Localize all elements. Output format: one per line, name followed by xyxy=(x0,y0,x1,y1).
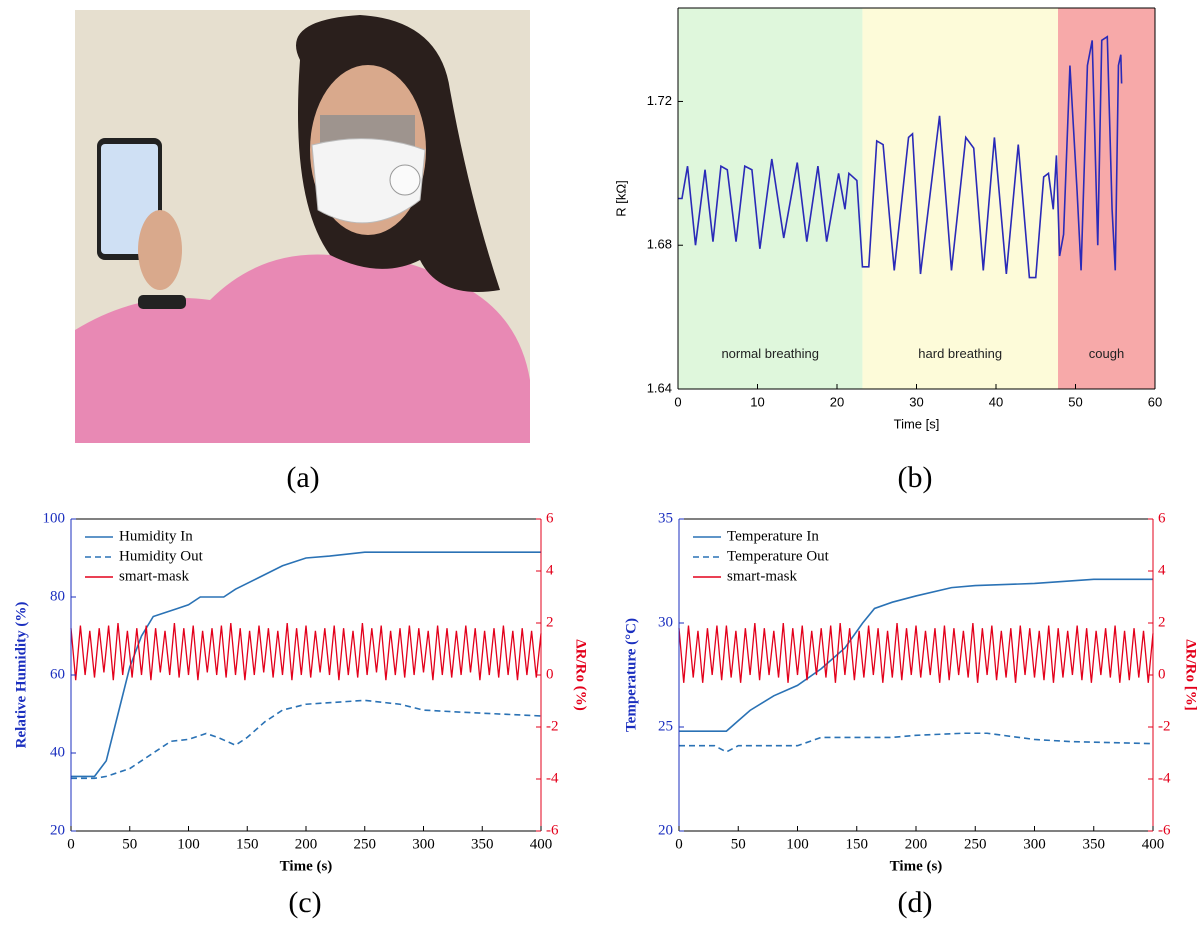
data-line xyxy=(679,623,1153,683)
y-tick-label: 1.72 xyxy=(647,93,672,108)
data-line xyxy=(679,733,1153,752)
region-label: hard breathing xyxy=(918,346,1002,361)
legend-label: smart-mask xyxy=(727,568,797,584)
y2-tick-label: -4 xyxy=(546,770,559,786)
data-line xyxy=(71,700,541,778)
x-tick-label: 300 xyxy=(1023,836,1046,852)
y2-tick-label: 6 xyxy=(1158,510,1166,526)
x-tick-label: 150 xyxy=(846,836,869,852)
y2-tick-label: -4 xyxy=(1158,770,1171,786)
y2-tick-label: -6 xyxy=(546,822,559,838)
y2-tick-label: 2 xyxy=(1158,614,1166,630)
chart-d: 0 50 100 150 200 250 300 350 400 20 25 30 35 -6 -4 -2 0 2… xyxy=(623,510,1198,874)
y-axis-title: R [kΩ] xyxy=(613,180,628,216)
y2-tick-label: 0 xyxy=(546,666,554,682)
y2-tick-label: 4 xyxy=(546,562,554,578)
y-tick-label: 80 xyxy=(50,588,65,604)
region-label: cough xyxy=(1089,346,1124,361)
x-axis-title: Time (s) xyxy=(280,858,333,874)
hand xyxy=(138,210,182,290)
y2-tick-label: -2 xyxy=(1158,718,1171,734)
x-tick-label: 0 xyxy=(67,836,75,852)
x-tick-label: 40 xyxy=(989,394,1003,409)
photo xyxy=(75,10,530,443)
x-tick-label: 100 xyxy=(177,836,200,852)
watch xyxy=(138,295,186,309)
x-tick-label: 30 xyxy=(909,394,923,409)
panel-label: (b) xyxy=(898,461,933,494)
sensor xyxy=(390,165,420,195)
y-tick-label: 1.68 xyxy=(647,237,672,252)
x-tick-label: 350 xyxy=(1083,836,1106,852)
y2-tick-label: 2 xyxy=(546,614,554,630)
y-tick-label: 35 xyxy=(658,510,673,526)
x-tick-label: 0 xyxy=(675,836,683,852)
y-axis-title: Temperature (°C) xyxy=(623,618,639,732)
y-tick-label: 40 xyxy=(50,744,65,760)
x-tick-label: 20 xyxy=(830,394,844,409)
chart-b: normal breathing hard breathing cough 0 10 20… xyxy=(613,8,1162,431)
y2-tick-label: 4 xyxy=(1158,562,1166,578)
x-tick-label: 50 xyxy=(731,836,746,852)
x-tick-label: 150 xyxy=(236,836,259,852)
y-tick-label: 30 xyxy=(658,614,673,630)
x-tick-label: 0 xyxy=(674,394,681,409)
x-tick-label: 50 xyxy=(1068,394,1082,409)
x-tick-label: 400 xyxy=(1142,836,1165,852)
x-tick-label: 350 xyxy=(471,836,494,852)
x-tick-label: 250 xyxy=(354,836,377,852)
region-label: normal breathing xyxy=(721,346,819,361)
region xyxy=(1058,8,1155,389)
legend-label: Temperature In xyxy=(727,528,819,544)
region xyxy=(862,8,1058,389)
y2-axis-title: ΔR/Ro [%] xyxy=(1183,639,1199,710)
legend-label: Humidity In xyxy=(119,528,193,544)
y-tick-label: 60 xyxy=(50,666,65,682)
x-tick-label: 100 xyxy=(786,836,809,852)
data-line xyxy=(71,623,541,680)
y2-tick-label: 0 xyxy=(1158,666,1166,682)
data-line xyxy=(679,579,1153,731)
legend-label: Temperature Out xyxy=(727,548,830,564)
x-tick-label: 60 xyxy=(1148,394,1162,409)
y2-tick-label: 6 xyxy=(546,510,554,526)
x-tick-label: 200 xyxy=(905,836,928,852)
panel-label: (c) xyxy=(288,886,321,919)
legend-label: smart-mask xyxy=(119,568,189,584)
x-axis-title: Time [s] xyxy=(894,416,940,431)
x-tick-label: 10 xyxy=(750,394,764,409)
data-line xyxy=(71,552,541,776)
legend-label: Humidity Out xyxy=(119,548,204,564)
x-tick-label: 400 xyxy=(530,836,553,852)
x-tick-label: 250 xyxy=(964,836,987,852)
y2-tick-label: -6 xyxy=(1158,822,1171,838)
y-axis-title: Relative Humidity (%) xyxy=(13,602,29,749)
y-tick-label: 1.64 xyxy=(647,380,672,395)
y-tick-label: 100 xyxy=(43,510,66,526)
y2-tick-label: -2 xyxy=(546,718,559,734)
y-tick-label: 20 xyxy=(50,822,65,838)
panel-label: (d) xyxy=(898,886,933,919)
y2-axis-title: ΔR/Ro (%) xyxy=(573,639,589,710)
panel-label: (a) xyxy=(286,461,319,494)
figure: (a) (b) (c) (d) normal breathing hard bre… xyxy=(0,0,1200,931)
x-tick-label: 300 xyxy=(412,836,435,852)
y-tick-label: 20 xyxy=(658,822,673,838)
y-tick-label: 25 xyxy=(658,718,673,734)
x-tick-label: 200 xyxy=(295,836,318,852)
x-axis-title: Time (s) xyxy=(890,858,943,874)
x-tick-label: 50 xyxy=(122,836,137,852)
